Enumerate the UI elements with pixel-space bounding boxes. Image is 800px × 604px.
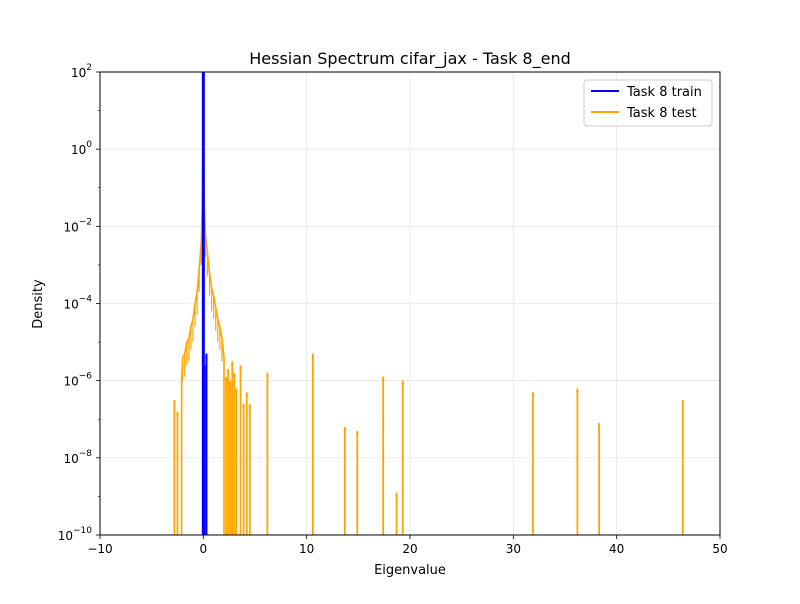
legend-label-test: Task 8 test (626, 106, 697, 121)
x-tick-label: −10 (87, 542, 112, 556)
x-tick-label: 10 (299, 542, 314, 556)
series-train (201, 72, 208, 535)
y-tick-label: 10−4 (63, 295, 92, 312)
x-tick-label: 40 (609, 542, 624, 556)
legend: Task 8 train Task 8 test (583, 79, 713, 127)
x-tick-label: 30 (506, 542, 521, 556)
y-axis-label: Density (31, 279, 46, 329)
x-tick-label: 20 (402, 542, 417, 556)
y-tick-label: 10−8 (63, 449, 92, 466)
y-tick-label: 10−6 (63, 372, 92, 389)
y-tick-label: 10−2 (63, 217, 92, 234)
chart-title: Hessian Spectrum cifar_jax - Task 8_end (249, 49, 571, 69)
axis-ticks: −10 0 10 20 30 40 50 10−10 10−8 10−6 10−4 10−2 100 10… (58, 63, 728, 556)
y-tick-label: 10−10 (58, 526, 93, 543)
y-tick-label: 100 (71, 140, 92, 157)
plot-data (173, 72, 684, 535)
x-tick-label: 50 (712, 542, 727, 556)
y-tick-label: 102 (71, 63, 92, 80)
legend-label-train: Task 8 train (626, 85, 702, 100)
x-tick-label: 0 (200, 542, 208, 556)
x-axis-label: Eigenvalue (374, 563, 446, 578)
